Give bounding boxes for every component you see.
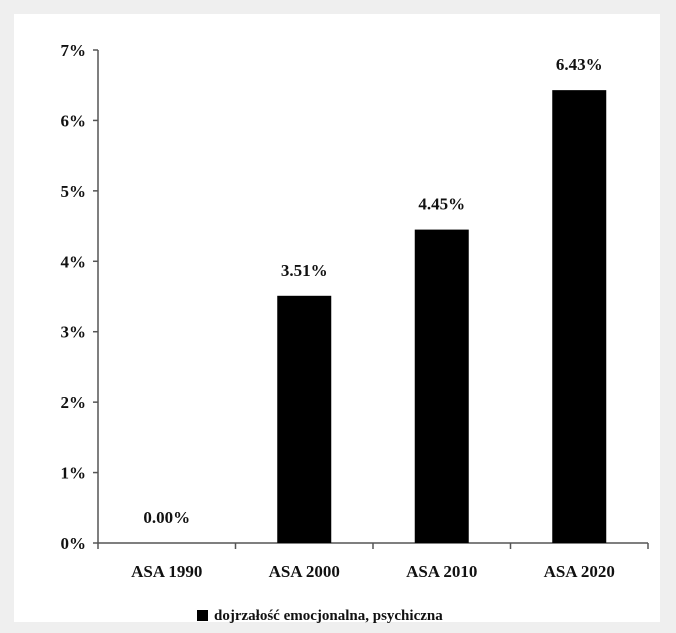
y-tick-label: 1%: [61, 464, 87, 483]
x-tick-label: ASA 2000: [269, 562, 340, 581]
x-tick-label: ASA 1990: [131, 562, 202, 581]
bar[interactable]: [414, 229, 469, 544]
y-tick-label: 3%: [61, 323, 87, 342]
data-label: 3.51%: [281, 261, 328, 280]
legend: dojrzałość emocjonalna, psychiczna: [197, 608, 443, 624]
y-tick-label: 0%: [61, 534, 87, 553]
y-tick-label: 4%: [61, 252, 87, 271]
y-tick-label: 5%: [61, 182, 87, 201]
x-tick-label: ASA 2010: [406, 562, 477, 581]
y-tick-label: 6%: [61, 111, 87, 130]
y-tick-label: 7%: [61, 41, 87, 60]
data-label: 4.45%: [418, 195, 465, 214]
x-tick-label: ASA 2020: [544, 562, 615, 581]
legend-swatch: [197, 610, 208, 621]
data-label: 6.43%: [556, 55, 603, 74]
y-tick-label: 2%: [61, 393, 87, 412]
data-label: 0.00%: [143, 508, 190, 527]
bar[interactable]: [552, 90, 607, 543]
legend-label: dojrzałość emocjonalna, psychiczna: [214, 608, 443, 624]
bar[interactable]: [277, 295, 332, 543]
